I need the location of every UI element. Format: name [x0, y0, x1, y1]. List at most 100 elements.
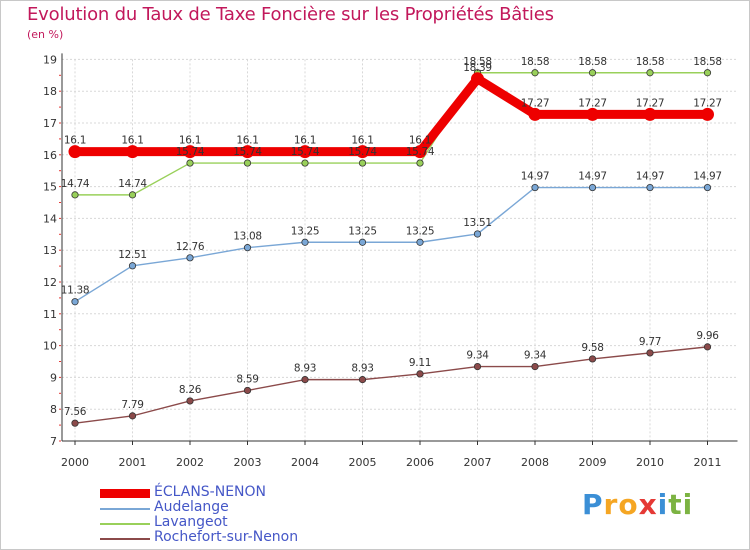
data-label: 8.59	[236, 373, 258, 385]
logo-letter: t	[668, 488, 683, 521]
data-point	[71, 191, 79, 199]
data-point	[701, 107, 714, 121]
data-label: 14.97	[521, 171, 550, 183]
y-tick-label: 12	[43, 276, 57, 289]
y-axis-minor-tick	[59, 281, 61, 283]
data-point	[586, 107, 599, 121]
y-tick-label: 16	[43, 149, 57, 162]
data-point	[71, 298, 79, 306]
series-line	[75, 74, 708, 157]
y-axis-minor-tick	[59, 233, 61, 235]
data-point	[356, 145, 369, 159]
data-label: 12.76	[176, 241, 205, 253]
y-axis-minor-tick	[59, 408, 61, 410]
y-axis-minor-tick	[59, 392, 61, 394]
data-label: 18.58	[693, 56, 722, 68]
data-point	[186, 254, 194, 262]
y-tick-label: 15	[43, 181, 57, 194]
data-point	[703, 183, 712, 192]
y-axis-minor-tick	[59, 329, 61, 331]
x-tick-label: 2001	[119, 456, 147, 469]
data-label: 16.1	[236, 135, 258, 147]
y-tick-label: 17	[43, 117, 57, 130]
data-label: 16.1	[121, 135, 143, 147]
legend-label: Rochefort-sur-Nenon	[154, 529, 299, 545]
data-label: 17.27	[636, 97, 665, 109]
data-point	[301, 376, 309, 384]
data-label: 13.25	[348, 225, 377, 237]
data-point	[588, 69, 597, 77]
y-tick-label: 19	[43, 53, 57, 66]
y-axis-minor-tick	[59, 154, 61, 156]
data-point	[416, 159, 424, 167]
y-axis-minor-tick	[59, 313, 61, 315]
y-axis-unit-label: (en %)	[27, 28, 64, 41]
data-point	[358, 238, 367, 246]
data-point	[183, 145, 197, 159]
data-point	[646, 183, 654, 192]
data-label: 8.26	[179, 384, 202, 396]
data-point	[243, 386, 252, 395]
x-tick-label: 2002	[176, 456, 204, 469]
data-label: 14.97	[636, 171, 665, 183]
data-point	[243, 244, 252, 252]
data-point	[68, 145, 82, 159]
data-point	[128, 262, 137, 270]
y-tick-label: 7	[50, 435, 57, 448]
data-label: 7.56	[64, 406, 87, 418]
logo-letter: i	[682, 488, 694, 521]
data-label: 18.58	[463, 56, 492, 68]
data-point	[531, 362, 539, 371]
data-label: 8.93	[351, 363, 373, 375]
data-label: 18.58	[521, 56, 550, 68]
data-label: 17.27	[578, 97, 607, 109]
y-axis-minor-tick	[59, 265, 61, 267]
data-label: 9.11	[409, 357, 431, 369]
data-point	[413, 145, 427, 159]
data-point	[241, 145, 254, 159]
data-label: 18.39	[463, 62, 492, 74]
legend-swatch	[100, 523, 150, 525]
data-point	[298, 145, 312, 159]
data-point	[646, 349, 654, 357]
data-label: 16.1	[409, 135, 431, 147]
data-point	[358, 159, 367, 167]
data-label: 13.08	[233, 231, 262, 243]
legend-label: Audelange	[154, 499, 229, 515]
data-label: 14.97	[578, 171, 607, 183]
data-label: 8.93	[294, 363, 316, 375]
logo-letter: o	[618, 488, 639, 521]
series-line	[74, 346, 708, 424]
y-tick-label: 14	[43, 212, 57, 225]
y-axis-minor-tick	[59, 217, 61, 219]
y-axis-minor-tick	[59, 249, 61, 251]
data-label: 15.74	[406, 146, 435, 158]
y-axis-minor-tick	[59, 297, 61, 299]
legend-swatch	[100, 489, 150, 498]
data-label: 13.25	[291, 225, 320, 237]
x-tick-label: 2000	[61, 456, 89, 469]
data-point	[473, 362, 482, 371]
y-axis-minor-tick	[59, 345, 61, 347]
data-point	[186, 397, 194, 405]
data-label: 9.34	[466, 350, 489, 362]
data-point	[358, 376, 367, 384]
x-tick-label: 2003	[234, 456, 262, 469]
data-point	[126, 145, 139, 159]
x-tick-label: 2006	[406, 456, 434, 469]
data-point	[243, 159, 252, 167]
data-label: 16.1	[351, 135, 373, 147]
y-axis-minor-tick	[59, 186, 61, 188]
logo-letter: P	[582, 488, 604, 521]
data-point	[646, 69, 654, 77]
data-label: 13.25	[406, 225, 435, 237]
y-tick-label: 11	[43, 308, 57, 321]
x-tick-label: 2008	[521, 456, 549, 469]
y-axis-minor-tick	[59, 90, 61, 92]
x-tick-label: 2005	[349, 456, 377, 469]
y-axis-minor-tick	[59, 106, 61, 108]
data-label: 16.1	[64, 135, 86, 147]
data-point	[416, 370, 424, 378]
data-point	[301, 159, 309, 167]
data-label: 9.96	[696, 330, 719, 342]
